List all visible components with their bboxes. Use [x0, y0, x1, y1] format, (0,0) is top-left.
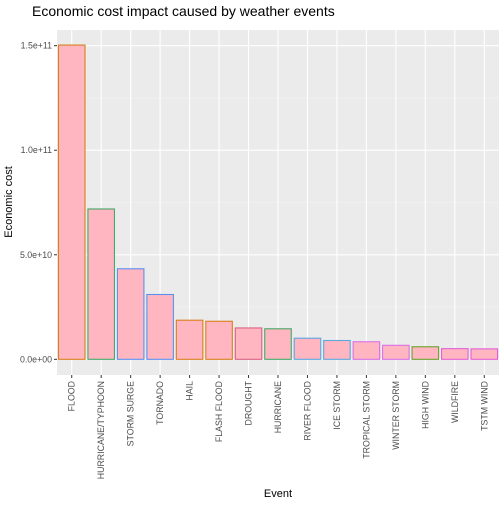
bar-hurricane	[264, 328, 292, 360]
y-tick-label: 1.0e+11	[21, 145, 52, 155]
bar-drought	[234, 327, 263, 360]
x-tick-label: RIVER FLOOD	[302, 381, 312, 441]
bar-hurricane-typhoon	[87, 208, 116, 360]
y-tick-label: 0.0e+00	[20, 354, 52, 364]
bar-ice-storm	[323, 339, 351, 360]
x-tick-label: TROPICAL STORM	[361, 381, 371, 459]
x-tick-label: WILDFIRE	[450, 381, 460, 423]
y-tick-label: 5.0e+10	[20, 250, 52, 260]
bar-flash-flood	[205, 320, 233, 360]
x-tick-label: HURRICANE	[273, 381, 283, 433]
x-axis-title: Event	[264, 488, 292, 500]
x-tick-label: FLOOD	[67, 381, 77, 411]
bar-flood	[57, 44, 86, 360]
bar-hail	[175, 319, 204, 360]
x-tick-label: HAIL	[185, 381, 195, 401]
x-tick-label: TSTM WIND	[479, 381, 489, 431]
x-tick-label: ICE STORM	[332, 381, 342, 430]
x-tick-label: HURRICANE/TYPHOON	[96, 381, 106, 479]
bars	[57, 44, 499, 360]
x-axis: FLOOD HURRICANE/TYPHOON STORM SURGE TORNADO…	[67, 375, 489, 479]
x-tick-label: WINTER STORM	[391, 381, 401, 450]
bar-tropical-storm	[352, 341, 381, 360]
chart-title: Economic cost impact caused by weather e…	[32, 3, 335, 19]
y-tick-label: 1.5e+11	[21, 41, 52, 51]
bar-storm-surge	[116, 268, 145, 360]
y-axis-title: Economic cost	[3, 166, 15, 238]
bar-high-wind	[411, 346, 440, 360]
x-tick-label: STORM SURGE	[126, 381, 136, 446]
x-tick-label: FLASH FLOOD	[214, 381, 224, 442]
x-tick-label: HIGH WIND	[420, 381, 430, 429]
x-tick-label: DROUGHT	[244, 380, 254, 425]
bar-tstm-wind	[470, 348, 499, 360]
bar-tornado	[146, 293, 174, 360]
x-tick-label: TORNADO	[155, 381, 165, 425]
bar-winter-storm	[382, 344, 410, 360]
y-axis: 0.0e+00 5.0e+10 1.0e+11 1.5e+11	[20, 41, 57, 364]
bar-river-flood	[293, 337, 322, 360]
bar-wildfire	[440, 348, 469, 360]
